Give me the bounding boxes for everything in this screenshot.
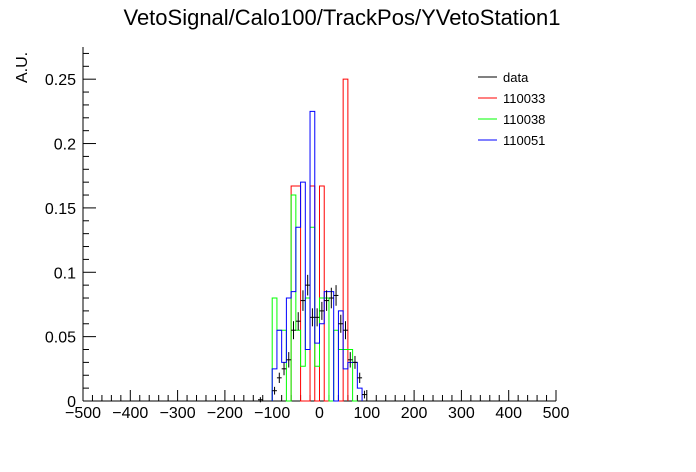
legend-label-data: data xyxy=(503,70,529,85)
data-point xyxy=(291,321,296,340)
data-point xyxy=(338,314,344,333)
data-point xyxy=(314,308,320,327)
x-tick-label: 300 xyxy=(448,405,475,422)
y-tick-label: 0.05 xyxy=(45,330,76,347)
data-point xyxy=(333,285,339,306)
x-tick-label: −500 xyxy=(65,405,101,422)
data-point xyxy=(300,290,306,311)
data-point xyxy=(362,390,367,399)
data-point xyxy=(295,312,301,331)
data-point xyxy=(357,372,363,383)
data-point xyxy=(276,372,282,383)
data-points xyxy=(258,274,367,403)
data-point xyxy=(324,290,329,311)
y-tick-label: 0.2 xyxy=(54,137,76,154)
legend-label-110033: 110033 xyxy=(503,91,545,106)
data-point xyxy=(328,287,334,309)
data-point xyxy=(258,397,263,403)
data-point xyxy=(305,274,311,296)
x-tick-label: 100 xyxy=(353,405,380,422)
axes: −500 −400 −300 −200 −100 0 100 200 300 400 500 0 0.0… xyxy=(45,47,570,422)
data-point xyxy=(352,355,358,369)
data-point xyxy=(281,362,287,376)
chart-title: VetoSignal/Calo100/TrackPos/YVetoStation… xyxy=(123,5,560,30)
x-tick-label: 0 xyxy=(315,405,324,422)
histogram-series xyxy=(271,78,363,402)
y-tick-label: 0 xyxy=(67,394,76,411)
y-tick-label: 0.25 xyxy=(45,72,76,89)
x-tick-label: −100 xyxy=(254,405,290,422)
data-point xyxy=(286,352,292,368)
data-point xyxy=(343,321,348,340)
legend-label-110038: 110038 xyxy=(503,112,545,127)
x-tick-label: 400 xyxy=(495,405,522,422)
x-tick-label: 500 xyxy=(543,405,570,422)
legend: data 110033 110038 110051 xyxy=(478,70,545,148)
y-tick-label: 0.15 xyxy=(45,201,76,218)
y-tick-label: 0.1 xyxy=(54,265,76,282)
data-point xyxy=(319,301,325,320)
y-axis-label: A.U. xyxy=(14,52,31,83)
data-point xyxy=(272,386,277,395)
legend-label-110051: 110051 xyxy=(503,133,545,148)
histogram-110051 xyxy=(271,110,363,402)
data-point xyxy=(310,308,315,327)
x-tick-label: −300 xyxy=(160,405,196,422)
x-tick-label: −400 xyxy=(112,405,148,422)
x-tick-label: 200 xyxy=(401,405,428,422)
data-point xyxy=(347,352,353,368)
x-tick-label: −200 xyxy=(207,405,243,422)
